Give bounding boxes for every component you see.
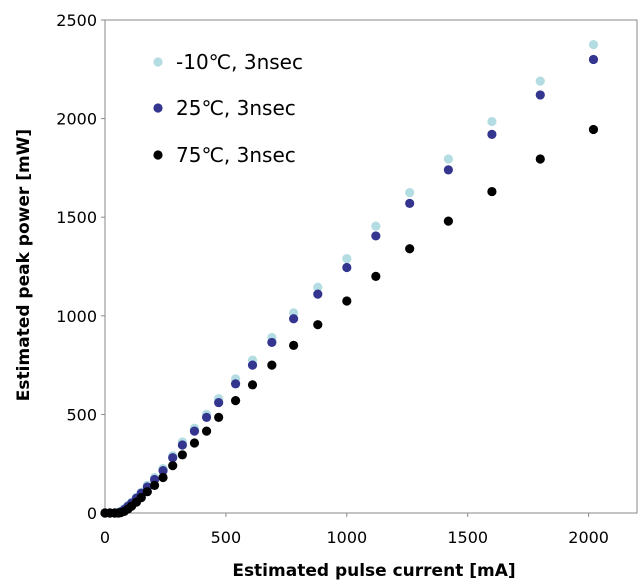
data-point bbox=[158, 466, 168, 476]
legend-label: -10℃, 3nsec bbox=[176, 50, 303, 74]
data-point bbox=[443, 216, 453, 226]
data-point bbox=[371, 271, 381, 281]
data-point bbox=[214, 397, 224, 408]
data-point bbox=[230, 379, 241, 389]
data-point bbox=[201, 412, 212, 422]
data-point bbox=[588, 54, 599, 65]
x-tick-label: 1500 bbox=[447, 528, 488, 547]
data-point bbox=[247, 380, 258, 390]
data-point bbox=[535, 154, 545, 164]
plot-area-border bbox=[104, 19, 638, 514]
data-point bbox=[168, 453, 178, 463]
data-point bbox=[289, 314, 299, 324]
y-tick-label: 0 bbox=[87, 504, 97, 523]
y-tick-label: 500 bbox=[66, 405, 97, 424]
data-point bbox=[588, 124, 599, 135]
data-point bbox=[405, 198, 415, 208]
y-tick-label: 2500 bbox=[56, 11, 97, 30]
data-point bbox=[149, 480, 160, 490]
data-point bbox=[214, 412, 224, 422]
data-point bbox=[443, 154, 453, 164]
data-point bbox=[313, 282, 323, 292]
legend-marker bbox=[153, 57, 163, 67]
legend-marker bbox=[153, 150, 163, 160]
data-point bbox=[588, 40, 599, 50]
plot-frame bbox=[104, 19, 638, 514]
data-point bbox=[535, 90, 545, 100]
x-tick-label: 1000 bbox=[326, 528, 367, 547]
data-points bbox=[100, 40, 599, 518]
data-point bbox=[371, 231, 381, 241]
data-point bbox=[342, 262, 352, 273]
data-point bbox=[443, 165, 453, 175]
data-point bbox=[158, 472, 168, 483]
data-point bbox=[487, 116, 497, 127]
data-point bbox=[267, 337, 277, 348]
data-point bbox=[201, 426, 212, 436]
data-point bbox=[267, 360, 277, 370]
x-tick-label: 500 bbox=[211, 528, 242, 547]
data-point bbox=[313, 320, 323, 330]
x-axis-label: Estimated pulse current [mA] bbox=[232, 561, 515, 581]
series-2 bbox=[100, 124, 599, 518]
data-point bbox=[136, 493, 146, 503]
y-tick-label: 1000 bbox=[56, 307, 97, 326]
data-point bbox=[535, 76, 545, 86]
data-point bbox=[289, 340, 299, 350]
data-point bbox=[342, 254, 352, 264]
x-axis-ticks: 0 500 1000 1500 2000 bbox=[100, 513, 609, 547]
y-axis-ticks: 0 500 1000 1500 2000 2500 bbox=[56, 11, 105, 523]
data-point bbox=[487, 129, 497, 139]
legend-label: 25℃, 3nsec bbox=[176, 96, 296, 120]
data-point bbox=[230, 395, 241, 406]
legend-label: 75℃, 3nsec bbox=[176, 143, 296, 167]
x-tick-label: 0 bbox=[100, 528, 110, 547]
y-tick-label: 2000 bbox=[56, 110, 97, 129]
x-tick-label: 2000 bbox=[568, 528, 609, 547]
series-1 bbox=[100, 54, 599, 518]
data-point bbox=[142, 487, 152, 497]
y-axis-label: Estimated peak power [mW] bbox=[14, 129, 34, 401]
data-point bbox=[177, 450, 187, 460]
y-tick-label: 1500 bbox=[56, 208, 97, 227]
data-point bbox=[405, 244, 415, 254]
data-point bbox=[177, 440, 187, 450]
legend-marker bbox=[153, 103, 163, 113]
data-point bbox=[189, 426, 200, 436]
legend: -10℃, 3nsec 25℃, 3nsec 75℃, 3nsec bbox=[153, 50, 303, 167]
data-point bbox=[487, 186, 497, 197]
data-point bbox=[247, 360, 258, 370]
data-point bbox=[342, 296, 352, 306]
data-point bbox=[371, 221, 381, 231]
data-point bbox=[168, 461, 178, 471]
data-point bbox=[313, 289, 323, 299]
data-point bbox=[405, 187, 415, 198]
data-point bbox=[189, 438, 200, 448]
